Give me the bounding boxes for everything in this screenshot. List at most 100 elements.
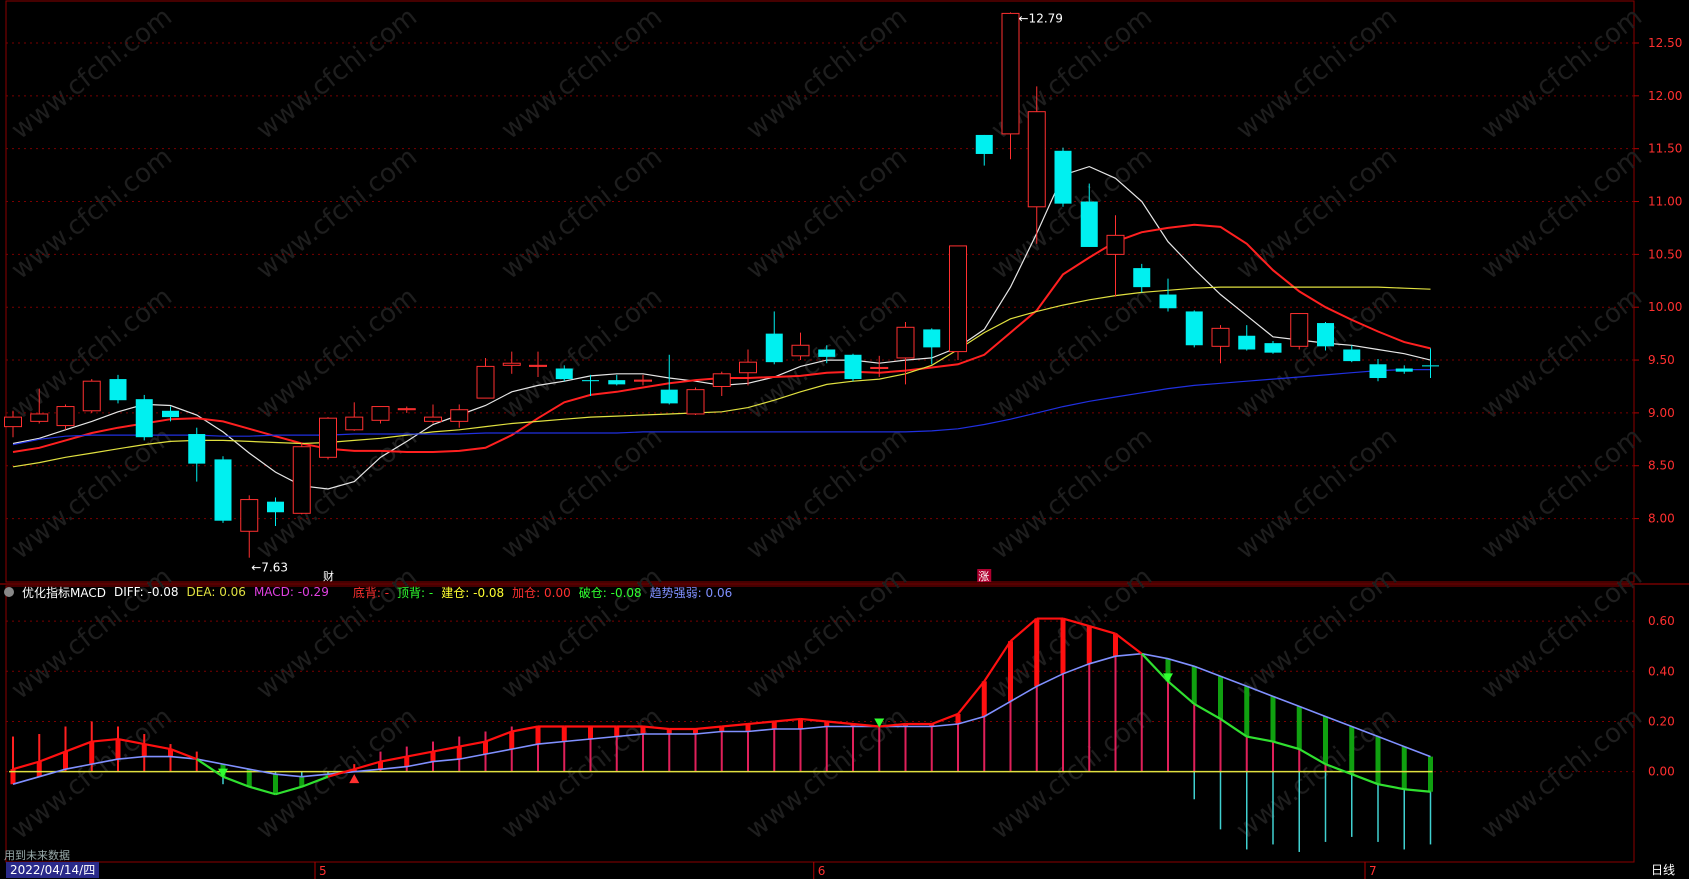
candle-body-down xyxy=(1369,364,1387,379)
candle-body-up xyxy=(634,379,652,382)
finance-flag: 财 xyxy=(323,569,334,583)
macd-block xyxy=(824,721,830,727)
label-build: 建仓: -0.08 xyxy=(441,585,505,600)
watermark-text: www.cfchi.com xyxy=(741,142,913,286)
candle-body-down xyxy=(1159,294,1177,309)
macd-block xyxy=(246,769,252,787)
indicator-panel-frame xyxy=(5,585,1635,863)
price-tick-label: 10.00 xyxy=(1648,300,1682,314)
macd-block xyxy=(1375,736,1381,785)
macd-block xyxy=(693,729,698,735)
macd-block xyxy=(273,774,278,795)
ma-line-ma60 xyxy=(12,369,1431,446)
diff-line-segment xyxy=(1193,702,1222,720)
label-dea: DEA: 0.06 xyxy=(186,585,246,599)
macd-block xyxy=(404,756,410,767)
diff-line-segment xyxy=(1062,617,1090,628)
price-tick-label: 12.50 xyxy=(1648,36,1682,50)
ma-line-ma30 xyxy=(12,286,1431,468)
candle-body-up xyxy=(319,417,337,458)
watermark-text: www.cfchi.com xyxy=(1476,562,1648,706)
candle-body-up xyxy=(4,416,22,428)
dea-line xyxy=(12,652,1431,785)
main-panel-frame xyxy=(5,0,1635,583)
candle-body-down xyxy=(844,354,862,380)
watermark-text: www.cfchi.com xyxy=(741,422,913,566)
candle-body-down xyxy=(135,399,153,438)
diff-line-segment xyxy=(747,720,775,726)
watermark-text: www.cfchi.com xyxy=(741,2,913,146)
watermark-text: www.cfchi.com xyxy=(741,562,913,706)
price-tick-label: 11.50 xyxy=(1648,142,1682,156)
macd-block xyxy=(1191,666,1197,704)
diff-line-segment xyxy=(170,748,198,761)
candle-body-down xyxy=(1185,311,1203,346)
diff-line-segment xyxy=(1167,680,1195,705)
period-label[interactable]: 日线 xyxy=(1650,863,1675,877)
candle-body-up xyxy=(240,499,259,532)
candle-body-down xyxy=(1395,368,1413,372)
indicator-tick-label: 0.40 xyxy=(1648,664,1675,678)
macd-block xyxy=(115,739,121,760)
indicator-tick-label: 0.20 xyxy=(1648,714,1675,728)
candle-body-down xyxy=(1317,323,1334,347)
label-add: 加仓: 0.00 xyxy=(512,585,571,600)
diff-line-segment xyxy=(327,768,355,778)
diff-line-segment xyxy=(12,760,40,771)
candle-body-down xyxy=(267,501,284,513)
watermark-text: www.cfchi.com xyxy=(1231,422,1403,566)
macd-block xyxy=(168,749,173,757)
candle-body-up xyxy=(712,373,731,387)
diff-line-segment xyxy=(1298,748,1327,766)
watermark-text: www.cfchi.com xyxy=(496,422,668,566)
watermark-text: www.cfchi.com xyxy=(496,2,668,146)
diff-line-segment xyxy=(983,640,1012,682)
indicator-toggle-icon[interactable] xyxy=(4,587,14,597)
candle-body-up xyxy=(292,446,311,514)
candle-body-down xyxy=(1422,365,1439,367)
macd-block xyxy=(1060,618,1066,674)
candle-body-up xyxy=(502,362,521,366)
indicator-name[interactable]: 优化指标MACD xyxy=(22,585,106,600)
candle-body-down xyxy=(660,389,678,404)
time-tick-label: 6 xyxy=(818,864,826,878)
macd-block xyxy=(1428,756,1433,792)
price-tick-label: 8.00 xyxy=(1648,512,1675,526)
macd-block xyxy=(614,726,620,737)
candle-body-up xyxy=(345,416,364,431)
diff-line-segment xyxy=(406,750,434,758)
limit-flag-bg xyxy=(977,569,992,582)
price-tick-label: 10.50 xyxy=(1648,247,1682,261)
candle-body-up xyxy=(397,408,416,411)
watermark-text: www.cfchi.com xyxy=(1231,142,1403,286)
macd-block xyxy=(1244,686,1250,737)
diff-line-segment xyxy=(1114,632,1143,655)
future-data-note: 用到未来数据 xyxy=(4,849,70,862)
candle-body-down xyxy=(1133,268,1151,288)
candle-body-up xyxy=(371,406,390,421)
macd-block xyxy=(351,769,357,772)
macd-block xyxy=(509,731,515,750)
diff-line-segment xyxy=(1272,740,1300,751)
watermark-text: www.cfchi.com xyxy=(251,2,423,146)
watermark-text: www.cfchi.com xyxy=(986,142,1158,286)
diff-line-segment xyxy=(353,760,381,771)
candle-body-down xyxy=(765,333,783,363)
signal-arrow xyxy=(1163,673,1173,683)
candle-body-up xyxy=(450,409,469,422)
diff-line-segment xyxy=(222,775,250,788)
macd-block xyxy=(745,723,751,732)
diff-line-segment xyxy=(826,720,854,726)
diff-line-segment xyxy=(485,730,513,743)
macd-block xyxy=(1349,726,1355,775)
label-macd: MACD: -0.29 xyxy=(253,585,329,599)
indicator-tick-label: 0.60 xyxy=(1648,614,1675,628)
macd-block xyxy=(10,769,16,785)
label-break: 破仓: -0.08 xyxy=(578,585,642,600)
watermark-text: www.cfchi.com xyxy=(496,702,668,846)
macd-block xyxy=(955,713,961,724)
macd-block xyxy=(1270,696,1276,742)
watermark-text: www.cfchi.com xyxy=(1231,2,1403,146)
candle-body-up xyxy=(424,416,442,422)
signal-arrow xyxy=(874,718,885,728)
